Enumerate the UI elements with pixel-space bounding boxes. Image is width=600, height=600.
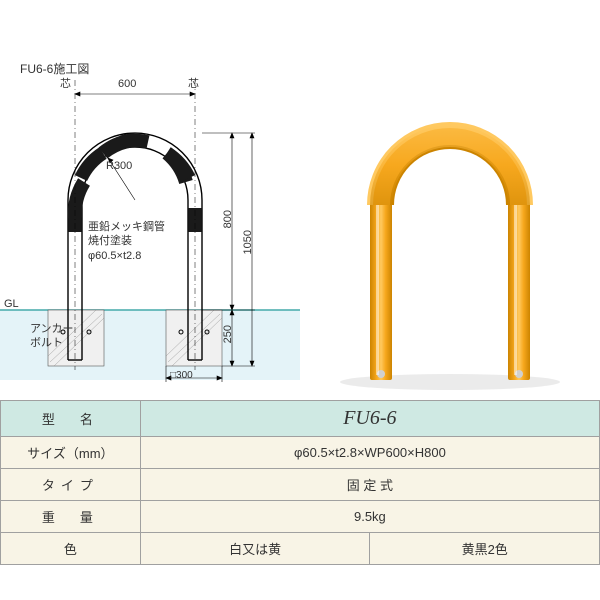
spec-value: φ60.5×t2.8×WP600×H800 xyxy=(140,437,599,469)
spec-value: 黄黒2色 xyxy=(370,533,600,565)
height-above-dim: 800 xyxy=(222,210,234,228)
gl-label: GL xyxy=(4,298,19,310)
depth-dim: 250 xyxy=(222,325,234,343)
material-text: 亜鉛メッキ鋼管 焼付塗装 φ60.5×t2.8 xyxy=(88,220,165,263)
table-row: 型 名 FU6-6 xyxy=(1,401,600,437)
anchor-text: アンカー ボルト xyxy=(30,322,74,351)
spec-value: 固 定 式 xyxy=(140,469,599,501)
spec-value: 9.5kg xyxy=(140,501,599,533)
spec-label: 型 名 xyxy=(1,401,141,437)
spec-label: タイプ xyxy=(1,469,141,501)
product-photo xyxy=(300,60,600,400)
center-label-left: 芯 xyxy=(60,75,71,91)
spec-label: 重 量 xyxy=(1,501,141,533)
spec-table: 型 名 FU6-6 サイズ（mm） φ60.5×t2.8×WP600×H800 … xyxy=(0,400,600,565)
spec-label: 色 xyxy=(1,533,141,565)
base-width-dim: □300 xyxy=(170,370,193,381)
center-label-right: 芯 xyxy=(188,75,199,91)
technical-diagram: 芯 芯 600 R300 800 1050 250 □300 GL 亜鉛メッキ鋼… xyxy=(0,60,300,400)
table-row: 色 白又は黄 黄黒2色 xyxy=(1,533,600,565)
spec-value: FU6-6 xyxy=(140,401,599,437)
table-row: タイプ 固 定 式 xyxy=(1,469,600,501)
table-row: サイズ（mm） φ60.5×t2.8×WP600×H800 xyxy=(1,437,600,469)
radius-dim: R300 xyxy=(106,160,132,172)
height-total-dim: 1050 xyxy=(242,230,254,254)
upper-panel: FU6-6施工図 xyxy=(0,0,600,400)
width-dim: 600 xyxy=(118,78,136,90)
spec-label: サイズ（mm） xyxy=(1,437,141,469)
table-row: 重 量 9.5kg xyxy=(1,501,600,533)
spec-value: 白又は黄 xyxy=(140,533,370,565)
